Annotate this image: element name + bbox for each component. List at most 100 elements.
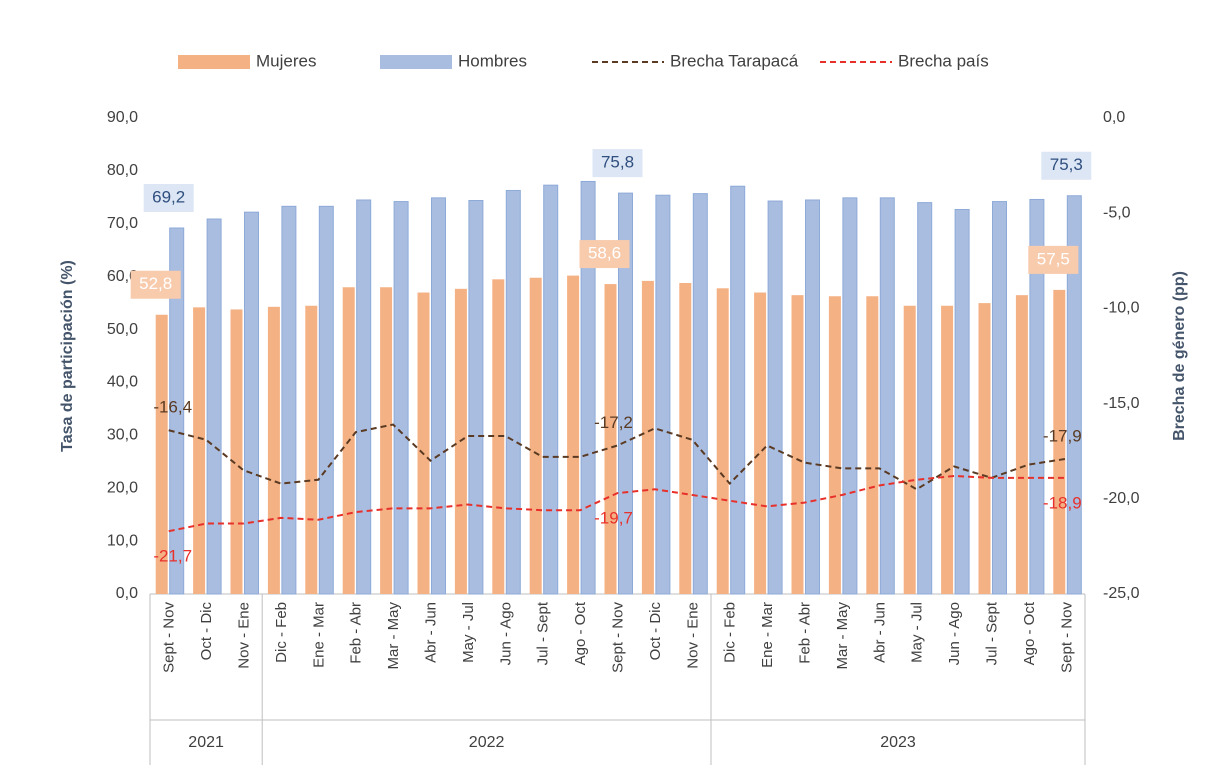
bar: [805, 199, 820, 595]
bar: [992, 201, 1007, 595]
y-tick-label: 30,0: [107, 427, 138, 444]
y2-tick-label: -15,0: [1103, 395, 1140, 412]
legend-swatch: [178, 55, 250, 69]
value-label-box: [1041, 151, 1092, 180]
value-label: 75,3: [1050, 155, 1083, 174]
x-tick-label: Sept - Nov: [161, 602, 178, 673]
bar: [417, 292, 430, 594]
bar: [155, 314, 168, 594]
bar: [978, 303, 991, 594]
value-label: -17,9: [1043, 426, 1082, 445]
x-tick-label: Oct - Dic: [198, 602, 215, 661]
bar: [1053, 289, 1066, 594]
value-label-box: [579, 240, 630, 269]
x-tick-label: Mar - May: [834, 602, 851, 670]
x-tick-label: Sept - Nov: [1058, 602, 1075, 673]
y-tick-label: 20,0: [107, 479, 138, 496]
x-tick-label: Jul - Sept: [535, 601, 552, 665]
value-label-box: [1028, 245, 1079, 274]
bar: [267, 306, 280, 594]
x-group-label: 2021: [188, 734, 224, 751]
x-tick-label: Jun - Ago: [497, 602, 514, 665]
bar: [393, 201, 409, 595]
bar: [318, 205, 334, 595]
bar: [305, 305, 318, 594]
value-label-box: [130, 270, 181, 299]
x-tick-label: Jun - Ago: [946, 602, 963, 665]
y-tick-label: 70,0: [107, 215, 138, 232]
bar: [580, 180, 596, 595]
bar: [679, 283, 692, 594]
line: [168, 474, 1067, 533]
value-label: -19,7: [594, 509, 633, 528]
bar: [791, 295, 804, 594]
x-group-label: 2022: [469, 734, 505, 751]
x-tick-label: Dic - Feb: [273, 602, 290, 663]
x-tick-label: Nov - Ene: [684, 602, 701, 669]
x-tick-label: Ago - Oct: [1021, 601, 1038, 665]
value-label: 75,8: [601, 153, 634, 172]
x-tick-label: Dic - Feb: [722, 602, 739, 663]
y-tick-label: 80,0: [107, 162, 138, 179]
bar: [431, 197, 446, 595]
bar: [716, 288, 729, 594]
x-tick-label: Nov - Ene: [235, 602, 252, 669]
bar: [954, 208, 970, 595]
y-tick-label: 90,0: [107, 109, 138, 126]
bar: [356, 199, 372, 595]
x-tick-label: Ene - Mar: [759, 602, 776, 668]
bar: [529, 277, 542, 594]
bar: [1066, 195, 1082, 595]
y-tick-label: 0,0: [116, 585, 138, 602]
value-label: -16,4: [153, 398, 192, 417]
x-tick-label: Feb - Abr: [796, 602, 813, 664]
bar: [730, 185, 746, 595]
y-tick-label: 10,0: [107, 532, 138, 549]
value-label: 69,2: [152, 187, 185, 206]
x-tick-label: May - Jul: [460, 602, 477, 663]
bar: [230, 309, 243, 594]
bar: [169, 227, 185, 595]
bar: [767, 200, 783, 595]
bar: [941, 305, 954, 594]
bar: [903, 305, 916, 594]
x-tick-label: Feb - Abr: [348, 602, 365, 664]
bar: [505, 189, 521, 595]
bar: [866, 296, 879, 594]
bar: [543, 184, 559, 595]
y-tick-label: 40,0: [107, 374, 138, 391]
bar: [641, 280, 654, 594]
y2-axis-title: Brecha de género (pp): [1171, 271, 1188, 441]
x-tick-label: Ago - Oct: [572, 601, 589, 665]
y-axis-title: Tasa de participación (%): [59, 260, 76, 452]
line: [168, 423, 1067, 491]
y2-tick-label: -20,0: [1103, 490, 1140, 507]
bar: [828, 296, 841, 594]
legend-swatch: [380, 55, 452, 69]
bar: [468, 200, 484, 595]
x-tick-label: Jul - Sept: [983, 601, 1000, 665]
value-label-box: [592, 149, 643, 178]
x-tick-label: Mar - May: [385, 602, 402, 670]
y2-tick-label: -5,0: [1103, 204, 1131, 221]
bar: [380, 287, 393, 594]
value-label: 52,8: [139, 274, 172, 293]
x-group-label: 2023: [880, 734, 916, 751]
bar: [1015, 295, 1028, 594]
x-tick-label: May - Jul: [909, 602, 926, 663]
bar: [206, 218, 222, 595]
y-tick-label: 50,0: [107, 321, 138, 338]
legend-label: Brecha Tarapacá: [670, 51, 799, 70]
bar: [604, 284, 617, 594]
legend-label: Hombres: [458, 51, 527, 70]
bar: [618, 192, 633, 595]
bar: [244, 211, 259, 595]
y2-tick-label: -10,0: [1103, 300, 1140, 317]
y2-tick-label: 0,0: [1103, 109, 1125, 126]
legend-label: Brecha país: [898, 51, 989, 70]
value-label-box: [143, 184, 194, 213]
legend-label: Mujeres: [256, 51, 316, 70]
x-tick-label: Oct - Dic: [647, 602, 664, 661]
value-label: 57,5: [1037, 249, 1070, 268]
